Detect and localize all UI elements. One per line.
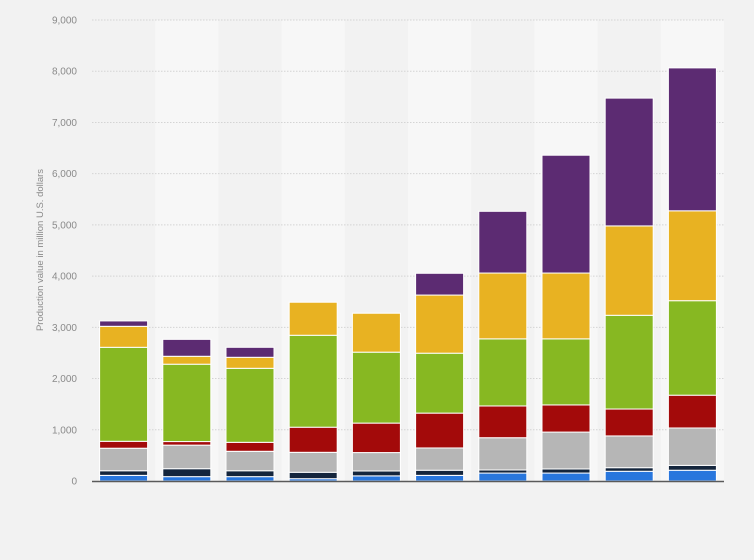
y-axis-title: Production value in million U.S. dollars [35,169,46,331]
bar-segment-series-3 [541,431,591,470]
bar-segment-series-1 [225,476,275,482]
bar-segment-series-7 [478,210,528,274]
bar-segment-series-6 [162,355,212,365]
bar-segment-series-5 [415,352,465,414]
bar-segment-series-4 [541,404,591,433]
bar-segment-series-2 [604,467,654,472]
bar-segment-series-3 [99,447,149,472]
bar-segment-series-3 [288,451,338,473]
y-tick-label: 4,000 [52,272,77,283]
y-tick-label: 1,000 [52,425,77,436]
bar-segment-series-5 [541,338,591,406]
bar-segment-series-4 [415,412,465,449]
bar-segment-series-6 [288,301,338,336]
bar-segment-series-4 [351,422,401,454]
bar-segment-series-6 [225,356,275,369]
bar-stack [225,346,275,482]
bar-segment-series-6 [478,272,528,340]
bar-segment-series-1 [162,476,212,482]
bar-segment-series-6 [99,325,149,348]
bar-segment-series-1 [541,472,591,482]
bar-segment-series-6 [604,225,654,316]
bar-segment-series-6 [415,294,465,354]
bar-segment-series-7 [99,320,149,327]
bar-segment-series-4 [162,441,212,446]
bar-segment-series-4 [667,394,717,429]
bars [99,67,717,482]
y-tick-label: 6,000 [52,169,77,180]
bar-segment-series-3 [415,447,465,471]
bar-segment-series-2 [351,470,401,477]
y-tick-label: 8,000 [52,67,77,78]
bar-segment-series-3 [225,450,275,472]
bar-stack [667,67,717,482]
bar-segment-series-4 [225,441,275,452]
y-tick-label: 2,000 [52,374,77,385]
y-tick-label: 3,000 [52,323,77,334]
bar-segment-series-3 [351,452,401,472]
y-tick-label: 0 [71,477,77,488]
bar-segment-series-5 [288,334,338,428]
bar-segment-series-5 [99,346,149,442]
bar-segment-series-3 [667,427,717,466]
bar-segment-series-7 [667,67,717,212]
bar-segment-series-3 [162,444,212,470]
bar-segment-series-6 [667,210,717,302]
bar-segment-series-4 [99,440,149,449]
bar-segment-series-4 [288,426,338,453]
bar-segment-series-5 [478,338,528,407]
bar-stack [478,210,528,482]
bar-segment-series-2 [288,471,338,480]
bar-segment-series-1 [415,474,465,482]
gridlines [92,19,724,431]
bar-segment-series-1 [667,469,717,482]
bar-segment-series-3 [604,435,654,469]
bar-segment-series-2 [225,470,275,478]
bar-stack [351,312,401,482]
bar-segment-series-5 [351,351,401,424]
bar-segment-series-5 [604,314,654,410]
bar-segment-series-5 [225,367,275,443]
bar-stack [288,301,338,482]
bar-segment-series-7 [162,338,212,357]
bar-segment-series-2 [415,469,465,476]
bar-segment-series-6 [351,312,401,353]
bar-stack [99,320,149,482]
bar-stack [415,272,465,482]
y-tick-label: 7,000 [52,118,77,129]
bar-segment-series-7 [541,154,591,274]
y-axis-ticks: 0 1,000 2,000 3,000 4,000 5,000 6,000 7,000 8,00… [52,16,77,488]
bar-segment-series-3 [478,437,528,471]
bar-segment-series-7 [604,97,654,227]
bar-stack [162,338,212,482]
bar-segment-series-2 [99,470,149,476]
bar-segment-series-7 [415,272,465,296]
y-tick-label: 9,000 [52,16,77,27]
bar-segment-series-2 [667,464,717,471]
bar-segment-series-1 [99,474,149,482]
bar-stack [541,154,591,482]
bar-segment-series-2 [541,468,591,474]
bar-segment-series-1 [604,470,654,482]
bar-segment-series-6 [541,272,591,340]
bar-segment-series-2 [162,468,212,478]
bar-segment-series-4 [604,408,654,437]
bar-segment-series-5 [667,300,717,396]
bar-segment-series-1 [478,472,528,482]
y-tick-label: 5,000 [52,220,77,231]
bar-segment-series-7 [225,346,275,358]
bar-segment-series-5 [162,363,212,443]
bar-stack [604,97,654,482]
bar-segment-series-4 [478,405,528,439]
bar-segment-series-1 [351,475,401,482]
